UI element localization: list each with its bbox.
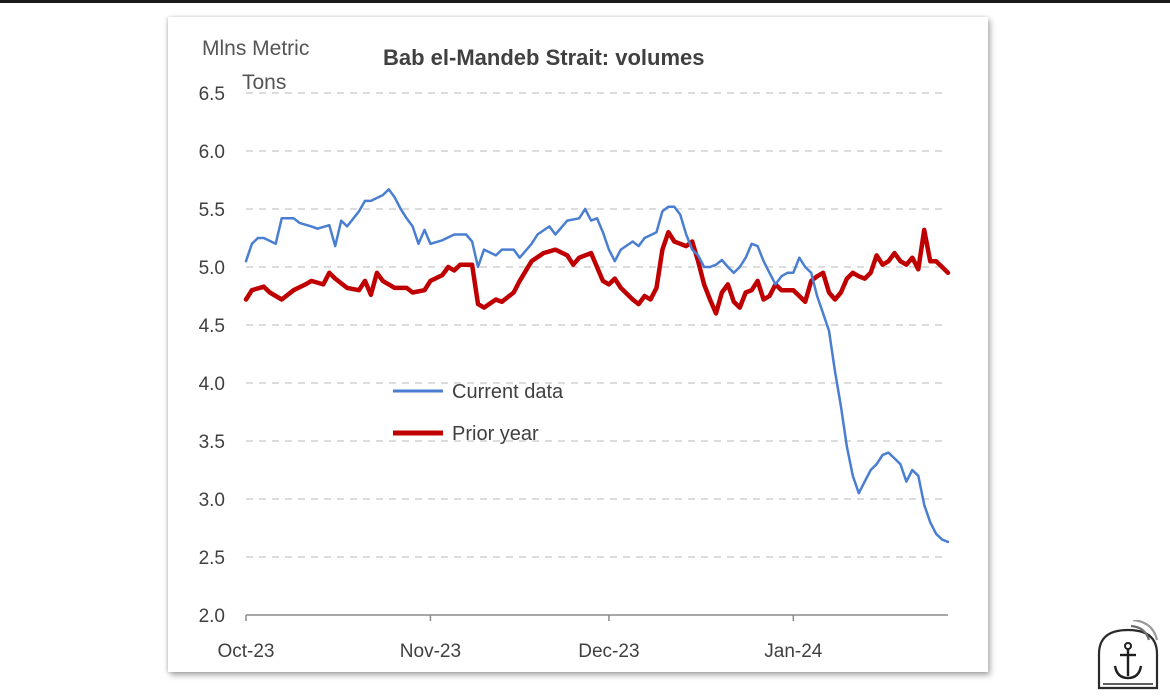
- y-tick-label: 3.5: [199, 432, 225, 453]
- x-tick-label: Oct-23: [217, 641, 274, 662]
- y-axis-label-line-2: Tons: [242, 71, 286, 94]
- chart-title: Bab el-Mandeb Strait: volumes: [383, 45, 705, 70]
- chart: 6.5 6.0 5.5 5.0 4.5 4.0 3.5 3.0 2.5 2.0 Oct-23 Nov…: [199, 37, 951, 662]
- y-tick-label: 5.5: [199, 200, 225, 221]
- y-axis-label-line-1: Mlns Metric: [202, 37, 309, 60]
- x-tick-label: Jan-24: [764, 641, 823, 662]
- top-rule: [0, 0, 1170, 3]
- legend: Current data Prior year: [393, 381, 564, 445]
- anchor-logo-icon: [1097, 620, 1159, 690]
- y-tick-label: 6.0: [199, 142, 225, 163]
- series: [243, 188, 951, 544]
- grid: [246, 92, 948, 558]
- chart-card: 6.5 6.0 5.5 5.0 4.5 4.0 3.5 3.0 2.5 2.0 Oct-23 Nov…: [168, 17, 988, 672]
- y-ticks: 6.5 6.0 5.5 5.0 4.5 4.0 3.5 3.0 2.5 2.0: [199, 84, 225, 627]
- y-tick-label: 2.5: [199, 548, 225, 569]
- y-tick-label: 4.0: [199, 374, 225, 395]
- x-tick-label: Nov-23: [400, 641, 461, 662]
- series-line-current-data: [244, 188, 950, 544]
- y-tick-label: 3.0: [199, 490, 225, 511]
- y-tick-label: 4.5: [199, 316, 225, 337]
- x-tick-label: Dec-23: [578, 641, 639, 662]
- y-tick-label: 6.5: [199, 84, 225, 105]
- legend-label-current-data: Current data: [452, 381, 564, 403]
- series-line-prior-year: [243, 227, 951, 316]
- x-ticks: Oct-23 Nov-23 Dec-23 Jan-24: [217, 615, 823, 662]
- legend-label-prior-year: Prior year: [452, 423, 539, 445]
- y-tick-label: 2.0: [199, 606, 225, 627]
- y-tick-label: 5.0: [199, 258, 225, 279]
